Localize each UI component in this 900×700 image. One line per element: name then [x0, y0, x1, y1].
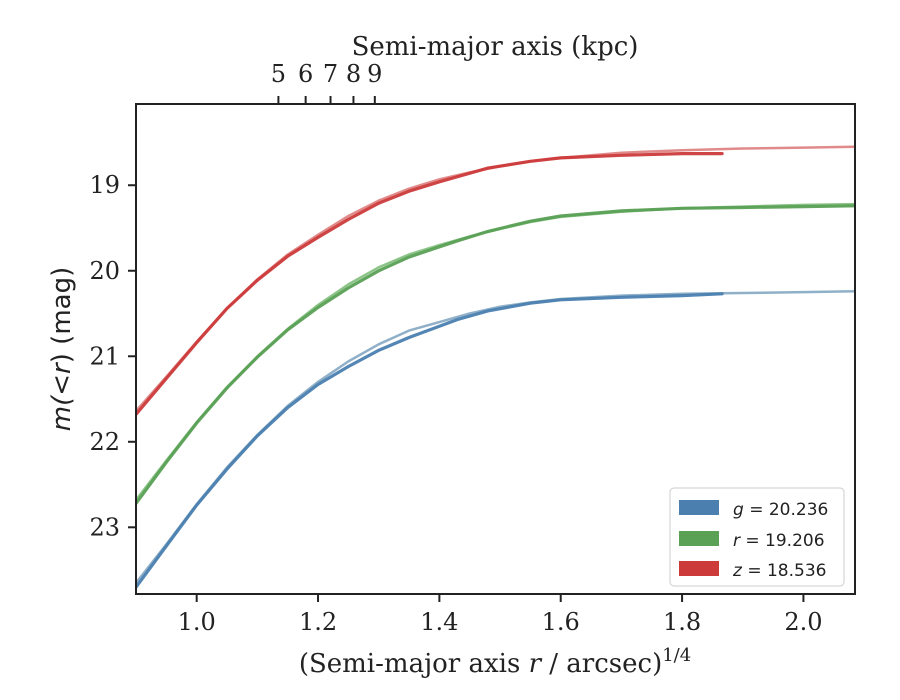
series-line-r — [136, 204, 855, 505]
x2-axis-title: Semi-major axis (kpc) — [352, 32, 639, 62]
x-tick-label: 1.6 — [542, 608, 580, 636]
y-tick-label: 21 — [89, 342, 120, 370]
x2-tick-label: 8 — [346, 60, 361, 88]
y-tick-label: 19 — [89, 171, 120, 199]
legend-swatch-z — [679, 561, 719, 576]
legend-swatch-r — [679, 531, 719, 546]
x-tick-label: 1.8 — [663, 608, 701, 636]
legend: g = 20.236 r = 19.206 z = 18.536 — [669, 487, 845, 587]
x-axis-title: (Semi-major axis r / arcsec)1/4 — [299, 645, 691, 679]
y-tick-label: 23 — [89, 513, 120, 541]
legend-label-g: g = 20.236 — [733, 500, 828, 520]
x2-tick-label: 5 — [271, 60, 286, 88]
x-tick-label: 2.0 — [784, 608, 822, 636]
y-axis-left: 19 20 21 22 23 — [89, 171, 136, 541]
x-tick-label: 1.0 — [178, 608, 216, 636]
x2-tick-label: 6 — [298, 60, 313, 88]
series-line-z — [136, 152, 724, 416]
x-tick-label: 1.4 — [420, 608, 458, 636]
data-curves — [136, 152, 855, 589]
legend-label-r: r = 19.206 — [733, 531, 825, 551]
y-tick-label: 22 — [89, 428, 120, 456]
x2-tick-label: 7 — [323, 60, 338, 88]
x2-tick-label: 9 — [367, 60, 382, 88]
legend-swatch-g — [679, 500, 719, 515]
series-line-g — [136, 292, 724, 589]
legend-label-z: z = 18.536 — [732, 561, 826, 581]
x-axis-bottom: 1.0 1.2 1.4 1.6 1.8 2.0 — [178, 594, 823, 636]
y-axis-title: m(<r) (mag) — [47, 267, 77, 431]
x-tick-label: 1.2 — [299, 608, 337, 636]
plot-frame — [135, 103, 856, 595]
y-tick-label: 20 — [89, 257, 120, 285]
